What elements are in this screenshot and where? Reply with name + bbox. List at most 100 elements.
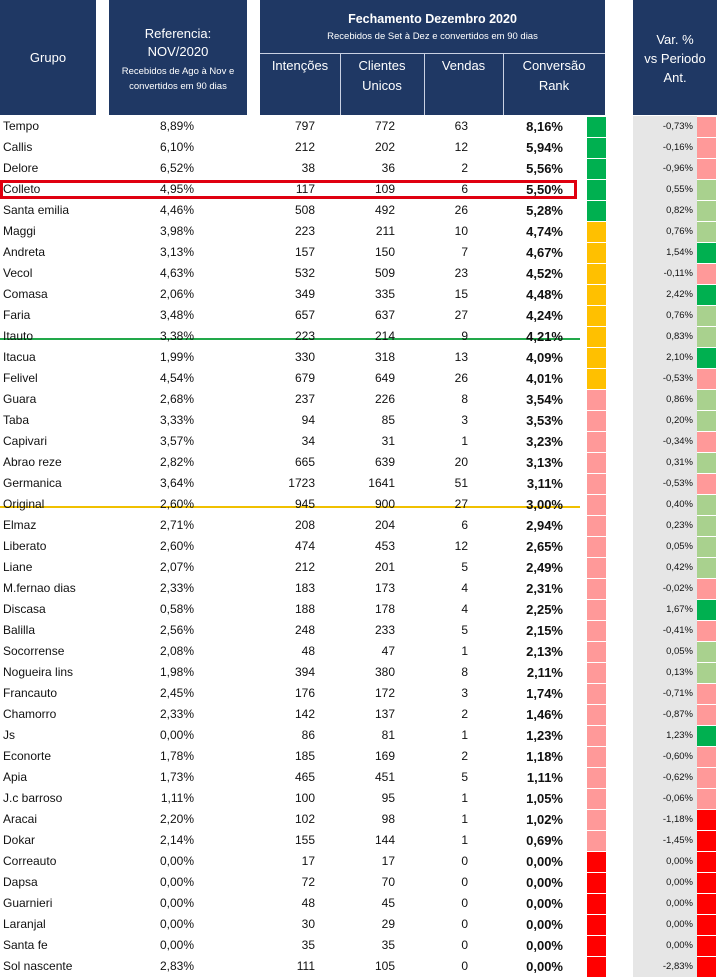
table-row: Faria 3,48% 657 637 27 4,24% 0,76% — [0, 305, 717, 326]
clientes-cell: 178 — [374, 602, 395, 616]
table-row: Elmaz 2,71% 208 204 6 2,94% 0,23% — [0, 515, 717, 536]
grupo-cell: J.c barroso — [3, 791, 63, 805]
referencia-cell: 0,00% — [159, 728, 194, 742]
variacao-indicator — [697, 516, 716, 536]
table-row: Liberato 2,60% 474 453 12 2,65% 0,05% — [0, 536, 717, 557]
variacao-indicator — [697, 600, 716, 620]
conversao-cell: 4,09% — [526, 350, 563, 365]
intencoes-cell: 111 — [296, 959, 315, 973]
intencoes-cell: 117 — [295, 182, 315, 196]
intencoes-cell: 223 — [294, 329, 315, 343]
variacao-cell: -1,18% — [662, 814, 693, 825]
col-clientes-1: Clientes — [358, 58, 406, 73]
variation-bg — [633, 935, 697, 956]
intencoes-cell: 237 — [294, 392, 315, 406]
rank-indicator — [587, 306, 606, 326]
referencia-cell: 2,14% — [159, 833, 194, 847]
variation-bg — [633, 263, 697, 284]
referencia-cell: 2,71% — [159, 518, 194, 532]
referencia-cell: 4,95% — [159, 182, 194, 196]
conversao-cell: 2,11% — [526, 665, 563, 680]
referencia-cell: 0,00% — [159, 938, 194, 952]
variacao-indicator — [697, 432, 716, 452]
vendas-cell: 7 — [461, 245, 468, 259]
variacao-indicator — [697, 159, 716, 179]
rank-indicator — [587, 957, 606, 977]
variacao-indicator — [697, 369, 716, 389]
intencoes-cell: 72 — [301, 875, 315, 889]
variacao-indicator — [697, 348, 716, 368]
variation-bg — [633, 305, 697, 326]
rank-indicator — [587, 390, 606, 410]
variacao-indicator — [697, 495, 716, 515]
vendas-cell: 1 — [461, 833, 468, 847]
intencoes-cell: 508 — [294, 203, 315, 217]
variacao-cell: 0,05% — [666, 541, 693, 552]
vendas-cell: 27 — [454, 497, 468, 511]
grupo-cell: Taba — [3, 413, 30, 427]
vendas-cell: 8 — [461, 665, 468, 679]
intencoes-cell: 665 — [294, 455, 315, 469]
intencoes-cell: 394 — [294, 665, 315, 679]
conversao-cell: 1,05% — [526, 791, 563, 806]
vendas-cell: 4 — [461, 602, 468, 616]
grupo-cell: Js — [3, 728, 15, 742]
variacao-cell: 1,54% — [666, 247, 693, 258]
table-row: Delore 6,52% 38 36 2 5,56% -0,96% — [0, 158, 717, 179]
referencia-cell: 2,33% — [159, 581, 194, 595]
variacao-indicator — [697, 768, 716, 788]
vendas-cell: 1 — [461, 434, 468, 448]
table-row: M.fernao dias 2,33% 183 173 4 2,31% -0,02% — [0, 578, 717, 599]
referencia-cell: 2,60% — [159, 539, 194, 553]
conversao-cell: 3,11% — [526, 476, 563, 491]
variacao-indicator — [697, 642, 716, 662]
table-row: Capivari 3,57% 34 31 1 3,23% -0,34% — [0, 431, 717, 452]
table-row: Original 2,60% 945 900 27 3,00% 0,40% — [0, 494, 717, 515]
highlight-box — [0, 180, 577, 199]
conversao-cell: 0,00% — [526, 938, 563, 953]
conversao-cell: 3,13% — [526, 455, 563, 470]
variation-bg — [633, 410, 697, 431]
clientes-cell: 95 — [381, 791, 395, 805]
referencia-cell: 2,20% — [159, 812, 194, 826]
conversao-cell: 0,00% — [526, 875, 563, 890]
intencoes-cell: 945 — [294, 497, 315, 511]
table-row: Itacua 1,99% 330 318 13 4,09% 2,10% — [0, 347, 717, 368]
referencia-cell: 2,33% — [159, 707, 194, 721]
rank-indicator — [587, 579, 606, 599]
referencia-cell: 2,45% — [159, 686, 194, 700]
variacao-indicator — [697, 117, 716, 137]
rank-indicator — [587, 369, 606, 389]
rank-indicator — [587, 159, 606, 179]
conversao-cell: 0,00% — [526, 917, 563, 932]
variacao-title-2: vs Periodo — [644, 51, 706, 66]
variacao-cell: 0,86% — [666, 394, 693, 405]
vendas-cell: 2 — [461, 707, 468, 721]
grupo-cell: Guara — [3, 392, 37, 406]
table-row: Francauto 2,45% 176 172 3 1,74% -0,71% — [0, 683, 717, 704]
grupo-cell: Liane — [3, 560, 33, 574]
conversao-cell: 0,69% — [526, 833, 563, 848]
grupo-cell: Dokar — [3, 833, 36, 847]
referencia-cell: 0,00% — [159, 917, 194, 931]
variation-bg — [633, 599, 697, 620]
intencoes-cell: 176 — [294, 686, 315, 700]
table-row: Guarnieri 0,00% 48 45 0 0,00% 0,00% — [0, 893, 717, 914]
variacao-cell: 2,42% — [666, 289, 693, 300]
variacao-cell: 0,55% — [666, 184, 693, 195]
variation-bg — [633, 788, 697, 809]
grupo-cell: Delore — [3, 161, 39, 175]
conversao-cell: 5,28% — [526, 203, 563, 218]
intencoes-cell: 465 — [294, 770, 315, 784]
fechamento-sub: Recebidos de Set à Dez e convertidos em … — [327, 31, 538, 42]
variation-bg — [633, 725, 697, 746]
clientes-cell: 451 — [374, 770, 395, 784]
variacao-cell: 1,67% — [666, 604, 693, 615]
variacao-indicator — [697, 390, 716, 410]
table-row: Apia 1,73% 465 451 5 1,11% -0,62% — [0, 767, 717, 788]
conversao-cell: 2,13% — [526, 644, 563, 659]
conversao-cell: 3,54% — [526, 392, 563, 407]
variation-bg — [633, 452, 697, 473]
table-row: Santa fe 0,00% 35 35 0 0,00% 0,00% — [0, 935, 717, 956]
table-row: J.c barroso 1,11% 100 95 1 1,05% -0,06% — [0, 788, 717, 809]
